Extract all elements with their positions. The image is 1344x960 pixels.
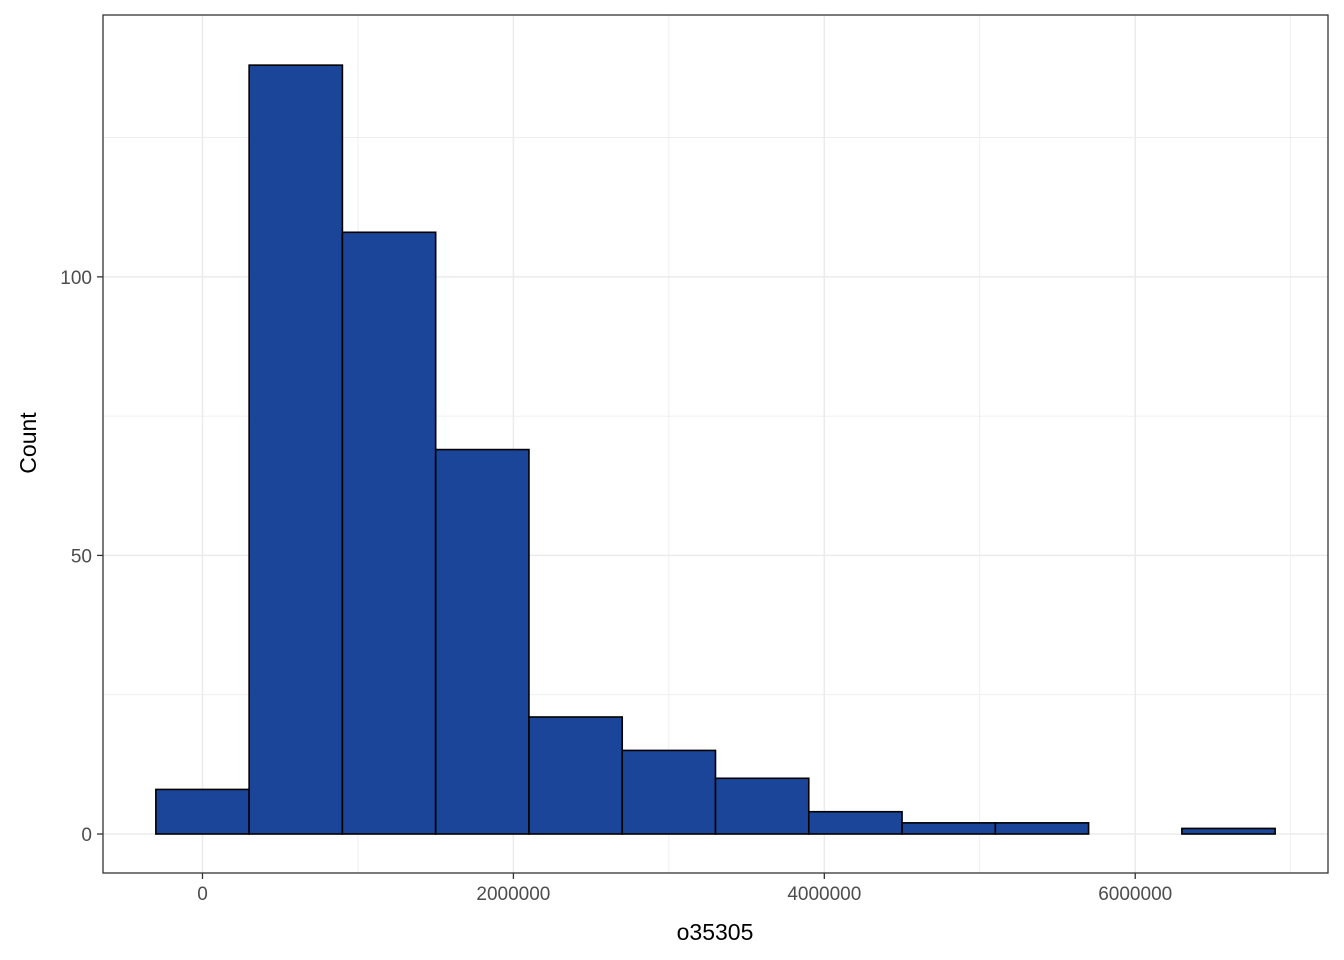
y-tick-label: 100 <box>60 268 92 289</box>
histogram-bar <box>528 716 624 835</box>
x-axis: 0 2000000 4000000 6000000 <box>197 873 1172 905</box>
histogram-bar <box>714 777 810 835</box>
histogram-bar <box>434 448 530 835</box>
x-tick-label: 2000000 <box>476 884 550 905</box>
x-tick-label: 4000000 <box>787 884 861 905</box>
y-axis-title: Count <box>15 412 41 474</box>
y-tick-label: 0 <box>81 825 92 846</box>
histogram-bar <box>994 822 1090 835</box>
histogram-bar <box>341 231 437 835</box>
histogram-bar <box>621 749 717 835</box>
histogram-bar <box>155 788 250 835</box>
histogram-bar <box>1181 827 1276 835</box>
x-tick-label: 6000000 <box>1098 884 1172 905</box>
x-tick-label: 0 <box>197 884 208 905</box>
panel-border <box>102 14 1329 874</box>
y-axis: 0 50 100 <box>60 268 103 846</box>
histogram-bars <box>155 64 1276 835</box>
x-axis-title: o35305 <box>677 919 754 945</box>
histogram-bar <box>901 822 997 835</box>
histogram-bar <box>248 64 344 835</box>
histogram-bar <box>807 810 903 835</box>
y-tick-label: 50 <box>71 546 92 567</box>
